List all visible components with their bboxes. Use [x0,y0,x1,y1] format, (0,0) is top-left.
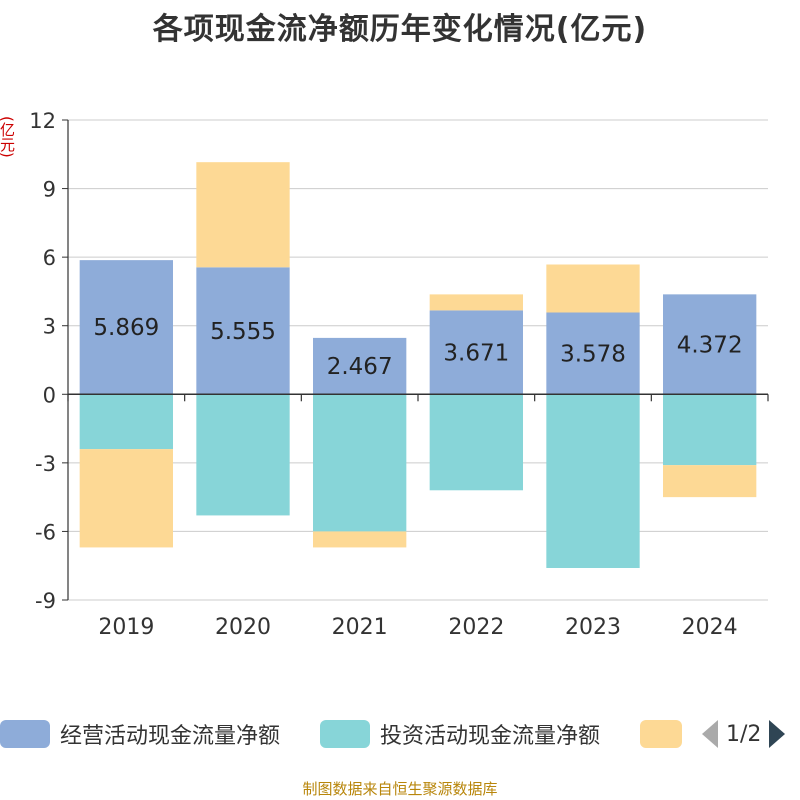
y-tick-label: 0 [43,383,56,407]
bar-2022-series-1 [429,394,523,491]
prev-page-icon[interactable] [702,720,718,748]
bar-2019-series-2 [79,449,173,548]
bar-2022-series-2 [429,294,523,311]
bar-2023-series-0 [546,312,640,395]
y-tick-label: 6 [43,246,56,270]
legend-item-operating[interactable]: 经营活动现金流量净额 [0,716,280,752]
bar-2024-series-0 [663,294,757,395]
legend-pager: 1/2 [700,716,800,752]
data-label-2024: 4.372 [677,332,743,358]
y-tick-label: 9 [43,178,56,202]
legend-item-investing[interactable]: 投资活动现金流量净额 [320,716,600,752]
x-tick-label-2019: 2019 [98,615,154,640]
legend-swatch-financing [640,720,682,748]
legend-swatch-investing [320,720,370,748]
data-source: 制图数据来自恒生聚源数据库 [302,780,498,798]
bar-2022-series-0 [429,310,523,395]
x-tick-label-2021: 2021 [332,615,388,640]
legend-label-investing: 投资活动现金流量净额 [380,724,601,749]
y-tick-label: -3 [35,452,56,476]
bar-2019-series-1 [79,394,173,450]
bar-2023-series-1 [546,394,640,568]
y-tick-label: 12 [29,109,56,133]
data-label-2020: 5.555 [210,319,276,345]
legend-label-operating: 经营活动现金流量净额 [60,724,281,749]
legend-swatch-operating [0,720,50,748]
x-tick-label-2023: 2023 [565,615,621,640]
data-label-2023: 3.578 [560,341,626,367]
next-page-icon[interactable] [769,720,786,748]
bar-2024-series-1 [663,394,757,466]
bar-2020-series-1 [196,394,290,516]
bar-2019-series-0 [79,260,173,395]
data-label-2022: 3.671 [443,340,509,366]
bar-2024-series-2 [663,465,757,498]
bar-2021-series-0 [313,337,407,395]
x-tick-label-2022: 2022 [448,615,504,640]
bar-2021-series-1 [313,394,407,532]
y-axis-unit: (亿元) [0,116,16,158]
x-tick-label-2020: 2020 [215,615,271,640]
legend-page-indicator: 1/2 [726,721,762,747]
x-tick-label-2024: 2024 [682,615,738,640]
bar-2021-series-2 [313,531,407,548]
legend: 经营活动现金流量净额 投资活动现金流量净额 [0,716,800,752]
data-label-2019: 5.869 [93,315,159,341]
y-tick-label: -6 [35,520,56,544]
data-label-2021: 2.467 [327,354,393,380]
bar-2020-series-0 [196,267,290,395]
legend-item-financing[interactable] [640,716,692,752]
bar-2023-series-2 [546,264,640,313]
bar-2020-series-2 [196,162,290,268]
chart-title: 各项现金流净额历年变化情况(亿元) [152,12,648,47]
bar-chart: 12 9 6 3 0 -3 -6 -9 5.869 2019 5.555 2020 2.467 2021 3… [29,109,769,640]
y-tick-label: -9 [35,589,56,613]
y-tick-label: 3 [43,315,56,339]
